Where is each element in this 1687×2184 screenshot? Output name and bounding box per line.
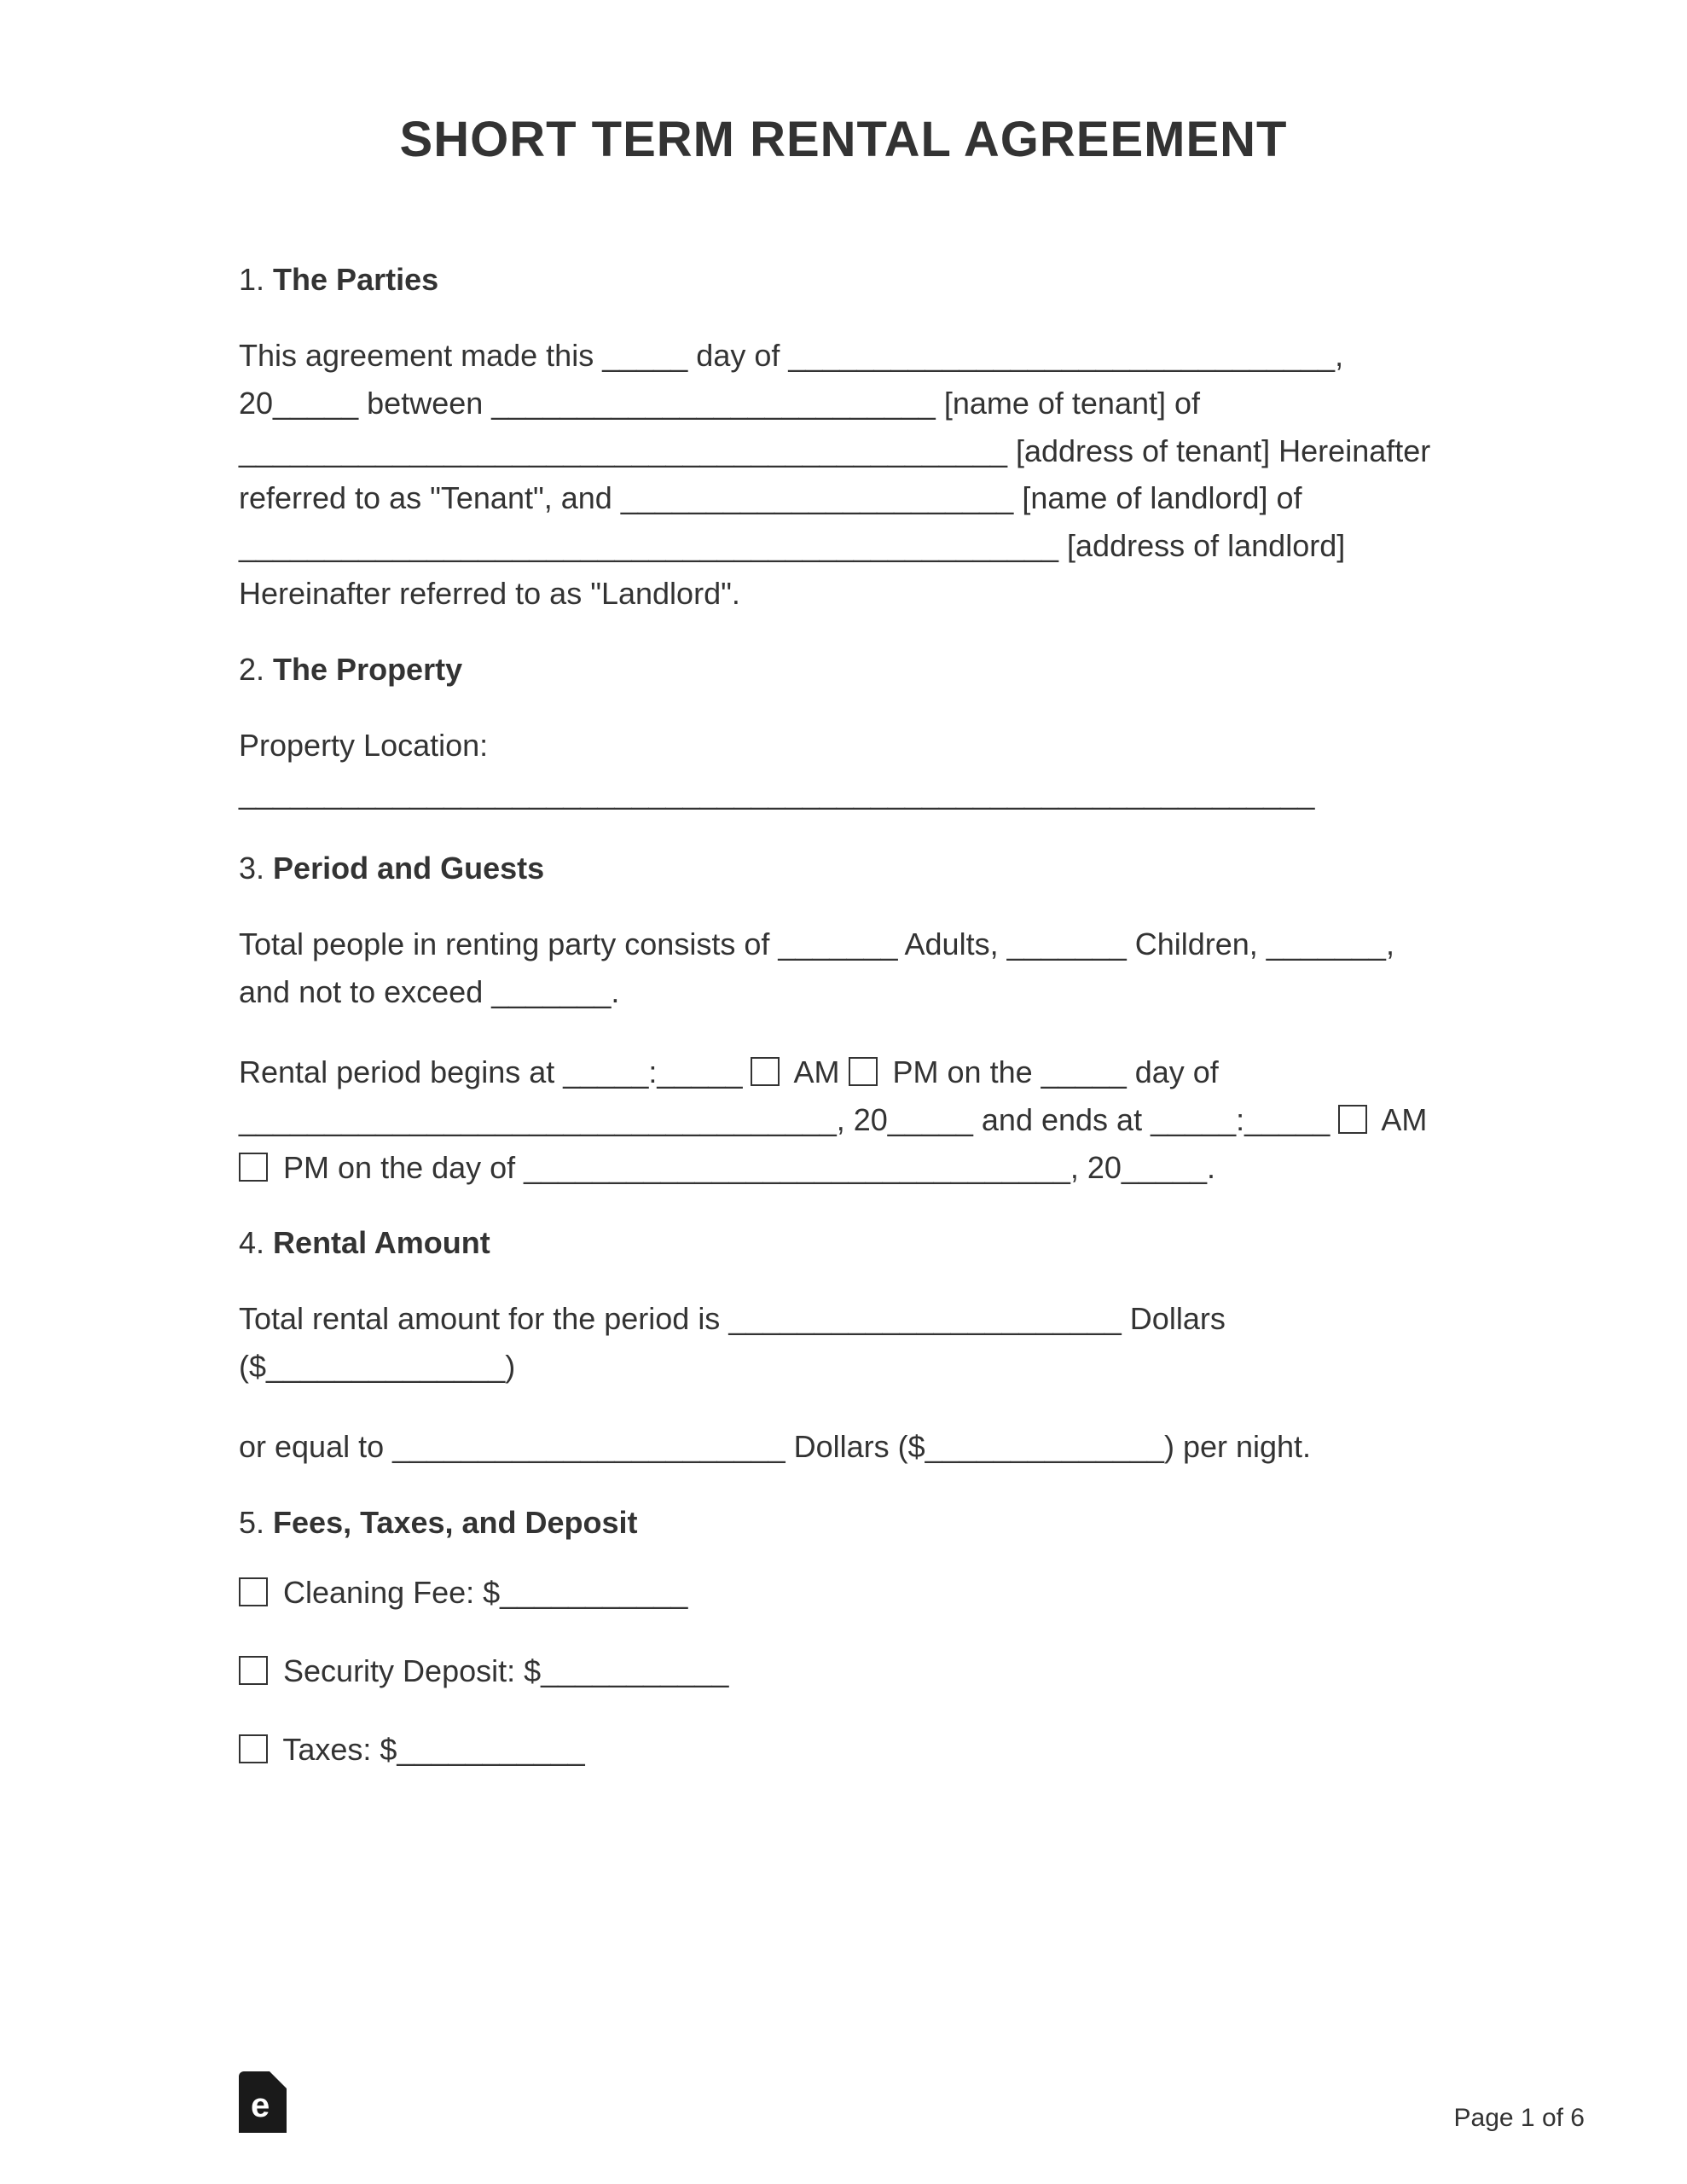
taxes-checkbox[interactable] (239, 1734, 268, 1763)
property-location-label: Property Location: (239, 722, 1448, 770)
per-night-paragraph: or equal to _______________________ Doll… (239, 1423, 1448, 1471)
section-2-heading: 2. The Property (239, 652, 1448, 688)
page-footer: Page 1 of 6 (239, 2071, 1585, 2133)
section-3-heading: 3. Period and Guests (239, 851, 1448, 886)
cleaning-fee-checkbox[interactable] (239, 1577, 268, 1606)
period-text-3: PM on the day of _______________________… (283, 1150, 1215, 1185)
period-text-1: Rental period begins at _____:_____ (239, 1054, 751, 1089)
cleaning-fee-row: Cleaning Fee: $___________ (239, 1575, 1448, 1611)
eforms-logo-icon (239, 2071, 287, 2133)
am-checkbox-2[interactable] (1338, 1105, 1367, 1134)
section-2-number: 2. (239, 652, 264, 687)
page-number: Page 1 of 6 (1454, 2104, 1585, 2133)
section-1-heading: 1. The Parties (239, 262, 1448, 298)
security-deposit-checkbox[interactable] (239, 1656, 268, 1685)
section-1-number: 1. (239, 262, 264, 297)
guests-count-paragraph: Total people in renting party consists o… (239, 921, 1448, 1016)
rental-period-paragraph: Rental period begins at _____:_____ AM P… (239, 1048, 1448, 1191)
section-4-heading: 4. Rental Amount (239, 1225, 1448, 1261)
section-5-name: Fees, Taxes, and Deposit (273, 1505, 637, 1540)
parties-paragraph: This agreement made this _____ day of __… (239, 332, 1448, 618)
section-1-name: The Parties (273, 262, 438, 297)
section-5-number: 5. (239, 1505, 264, 1540)
section-3-number: 3. (239, 851, 264, 886)
period-am-1: AM (793, 1054, 848, 1089)
security-deposit-label: Security Deposit: $___________ (283, 1653, 728, 1688)
taxes-row: Taxes: $___________ (239, 1732, 1448, 1768)
section-2-name: The Property (273, 652, 462, 687)
section-4-number: 4. (239, 1225, 264, 1260)
pm-checkbox-2[interactable] (239, 1153, 268, 1182)
cleaning-fee-label: Cleaning Fee: $___________ (283, 1575, 687, 1610)
property-location-blank: ________________________________________… (239, 770, 1448, 817)
section-3-name: Period and Guests (273, 851, 544, 886)
document-title: SHORT TERM RENTAL AGREEMENT (239, 111, 1448, 168)
am-checkbox-1[interactable] (751, 1057, 780, 1086)
taxes-label: Taxes: $___________ (282, 1732, 584, 1767)
total-amount-paragraph: Total rental amount for the period is __… (239, 1295, 1448, 1391)
section-5-heading: 5. Fees, Taxes, and Deposit (239, 1505, 1448, 1541)
pm-checkbox-1[interactable] (849, 1057, 878, 1086)
security-deposit-row: Security Deposit: $___________ (239, 1653, 1448, 1689)
section-4-name: Rental Amount (273, 1225, 490, 1260)
period-am-2: AM (1381, 1102, 1427, 1137)
